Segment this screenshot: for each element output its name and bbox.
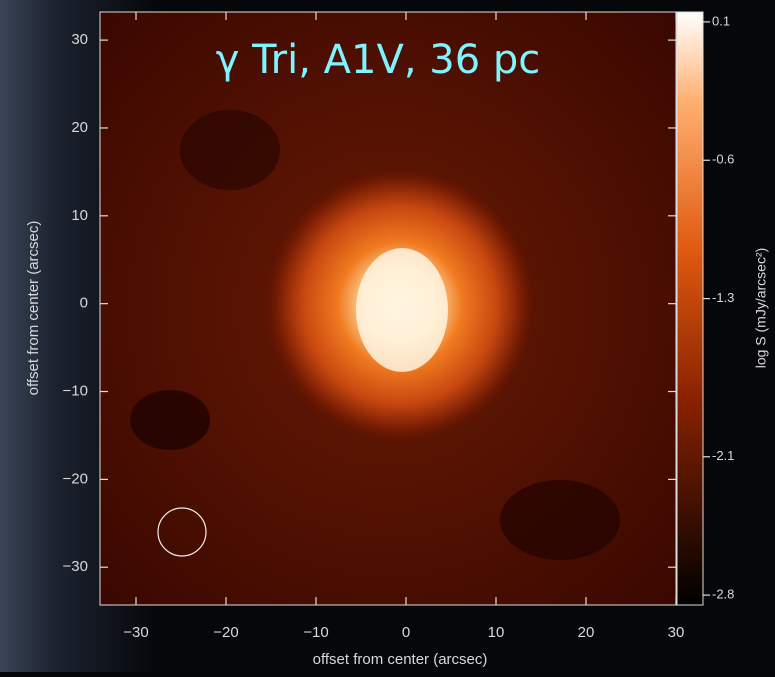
- colorbar-tick-label: 0.1: [712, 13, 730, 28]
- y-tick-label: 30: [71, 31, 88, 48]
- colorbar-label: log S (mJy/arcsec²): [753, 248, 769, 369]
- y-tick-label: 10: [71, 207, 88, 224]
- image-dark: [180, 110, 280, 190]
- x-tick-label: 10: [488, 624, 505, 641]
- y-tick-label: 20: [71, 119, 88, 136]
- x-tick-label: −30: [123, 624, 148, 641]
- colorbar: [677, 12, 703, 605]
- colorbar-tick-label: -1.3: [712, 290, 734, 305]
- x-tick-label: −10: [303, 624, 328, 641]
- x-tick-label: 30: [668, 624, 685, 641]
- chart: γ Tri, A1V, 36 pc offset from center (ar…: [0, 0, 775, 672]
- x-tick-label: 0: [402, 624, 410, 641]
- image-dark: [500, 480, 620, 560]
- y-tick-label: −10: [63, 382, 88, 399]
- y-tick-label: −20: [63, 470, 88, 487]
- x-axis-label: offset from center (arcsec): [313, 651, 488, 668]
- colorbar-tick-label: -0.6: [712, 152, 734, 167]
- annotation: γ Tri, A1V, 36 pc: [216, 37, 541, 83]
- y-tick-label: 0: [80, 295, 88, 312]
- image-dark: [130, 390, 210, 450]
- x-tick-label: 20: [578, 624, 595, 641]
- image-core: [356, 248, 448, 372]
- colorbar-tick-label: -2.8: [712, 587, 734, 602]
- colorbar-tick-label: -2.1: [712, 448, 734, 463]
- y-axis-label: offset from center (arcsec): [25, 221, 42, 396]
- x-tick-label: −20: [213, 624, 238, 641]
- y-tick-label: −30: [63, 558, 88, 575]
